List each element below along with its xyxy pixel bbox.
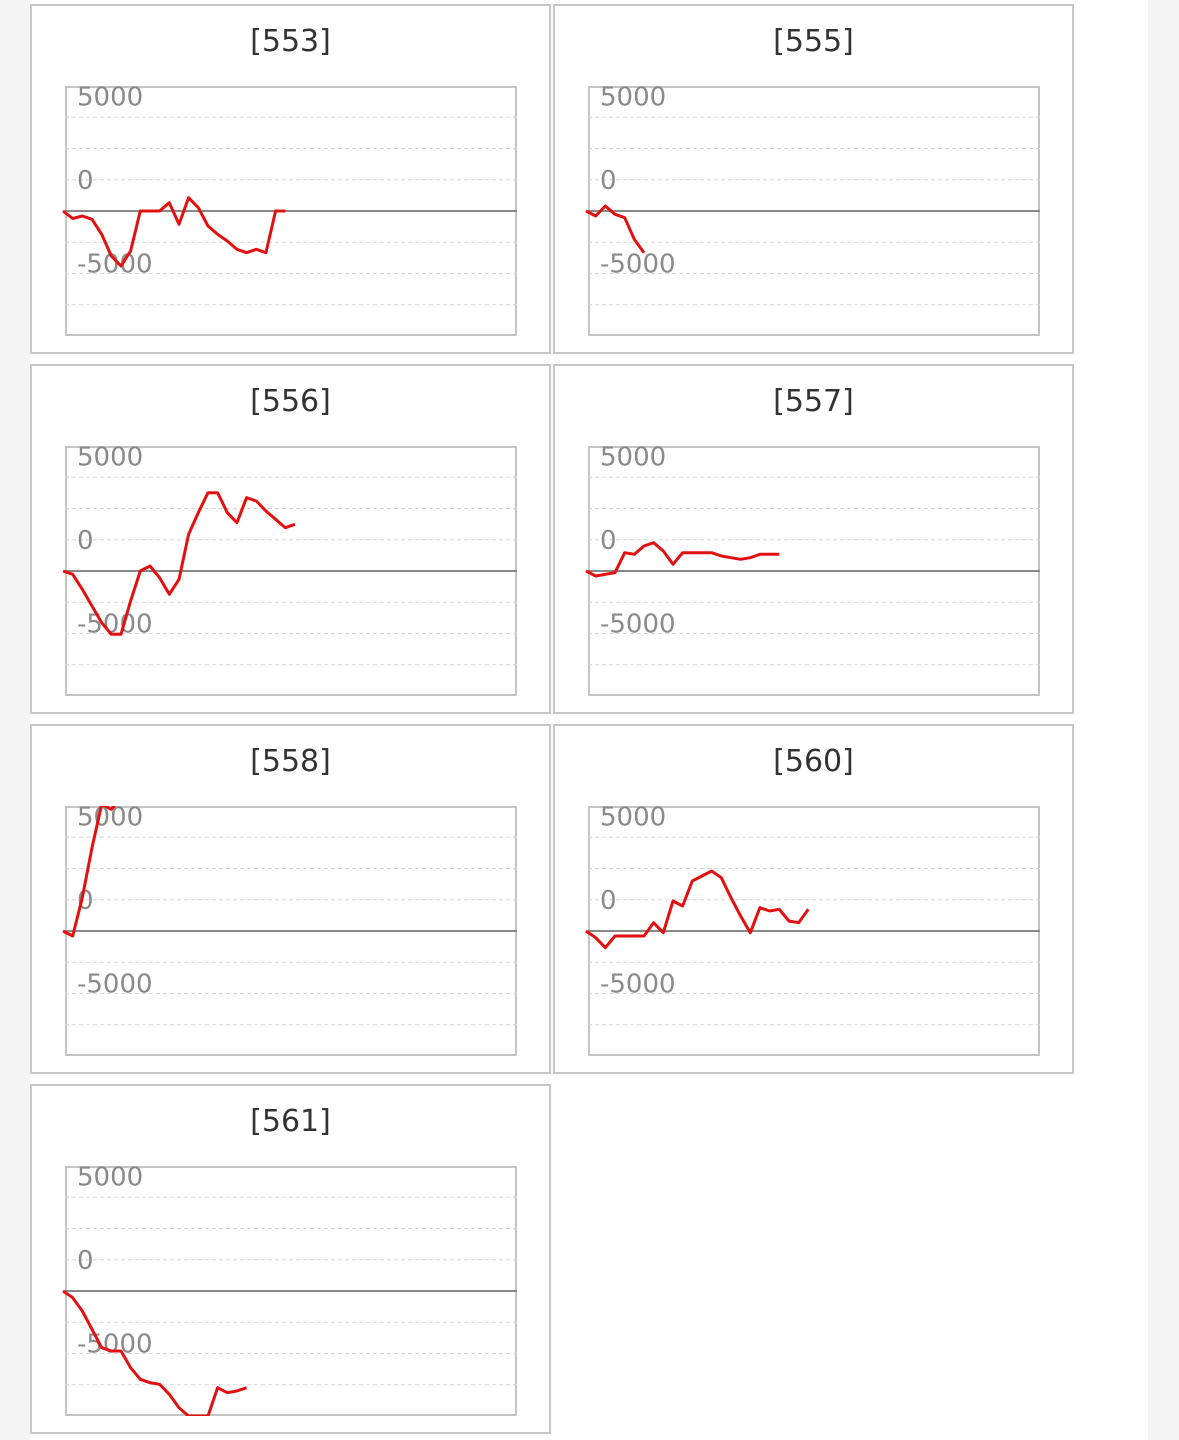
line-chart: 5000 0 -5000 — [62, 83, 517, 306]
y-tick-label: 0 — [600, 166, 617, 196]
chart-title: [561] — [250, 1104, 331, 1139]
y-tick-label: -5000 — [77, 969, 153, 999]
line-chart: 5000 0 -5000 — [585, 803, 1040, 1026]
series-line — [62, 1289, 248, 1416]
plot-area: 5000 0 -5000 — [585, 83, 1040, 336]
chart-panel: [558] 5000 0 -5000 — [30, 724, 551, 1074]
line-chart: 5000 0 -5000 — [585, 443, 1040, 666]
y-tick-label: -5000 — [600, 969, 676, 999]
plot-area: 5000 0 -5000 — [585, 803, 1040, 1056]
y-tick-label: 0 — [600, 526, 617, 556]
series-line — [585, 869, 810, 950]
chart-panel: [560] 5000 0 -5000 — [553, 724, 1074, 1074]
series-line — [62, 196, 286, 268]
chart-grid: [553] 5000 0 -5000 [555] 5000 0 -5000 [556] 5000 0… — [30, 4, 1074, 1434]
chart-title: [557] — [773, 384, 854, 419]
chart-panel: [557] 5000 0 -5000 — [553, 364, 1074, 714]
y-tick-label: 5000 — [77, 83, 143, 113]
plot-area: 5000 0 -5000 — [62, 803, 517, 1056]
y-tick-label: 0 — [77, 526, 94, 556]
chart-title: [558] — [250, 744, 331, 779]
chart-panel: [561] 5000 0 -5000 — [30, 1084, 551, 1434]
chart-panel: [556] 5000 0 -5000 — [30, 364, 551, 714]
series-line — [585, 541, 780, 578]
plot-area: 5000 0 -5000 — [585, 443, 1040, 696]
y-tick-label: 5000 — [77, 1163, 143, 1193]
y-tick-label: -5000 — [77, 1329, 153, 1359]
chart-title: [556] — [250, 384, 331, 419]
chart-title: [555] — [773, 24, 854, 59]
y-tick-label: -5000 — [77, 249, 153, 279]
y-tick-label: 5000 — [600, 803, 666, 833]
chart-panel: [553] 5000 0 -5000 — [30, 4, 551, 354]
y-tick-label: 5000 — [600, 443, 666, 473]
y-tick-label: -5000 — [600, 249, 676, 279]
y-tick-label: 5000 — [600, 83, 666, 113]
plot-area: 5000 0 -5000 — [62, 83, 517, 336]
y-tick-label: 0 — [77, 166, 94, 196]
y-tick-label: -5000 — [600, 609, 676, 639]
series-line — [62, 491, 296, 636]
y-tick-label: 5000 — [77, 443, 143, 473]
y-tick-label: 0 — [77, 1246, 94, 1276]
series-line — [62, 806, 117, 938]
line-chart: 5000 0 -5000 — [62, 1163, 517, 1416]
series-line — [585, 204, 646, 254]
chart-panel: [555] 5000 0 -5000 — [553, 4, 1074, 354]
plot-area: 5000 0 -5000 — [62, 1163, 517, 1416]
chart-title: [553] — [250, 24, 331, 59]
y-tick-label: 0 — [600, 886, 617, 916]
line-chart: 5000 0 -5000 — [585, 83, 1040, 306]
plot-area: 5000 0 -5000 — [62, 443, 517, 696]
chart-title: [560] — [773, 744, 854, 779]
